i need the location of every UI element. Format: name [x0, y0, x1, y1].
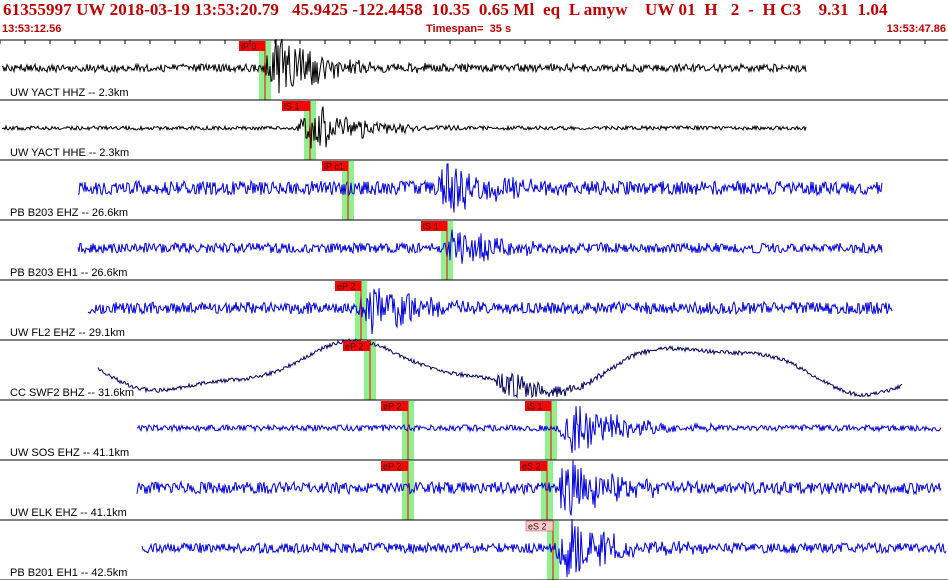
waveform-trace [141, 518, 947, 578]
pick-flag[interactable] [381, 461, 408, 471]
pick-flag[interactable] [343, 341, 370, 351]
station-label: UW YACT HHE -- 2.3km [10, 147, 129, 159]
pick-label: eP 2 [337, 282, 355, 292]
station-panel[interactable]: iP 0 UW YACT HHZ -- 2.3km [0, 38, 948, 101]
station-label: UW SOS EHZ -- 41.1km [10, 447, 129, 459]
pick-flag[interactable] [381, 401, 408, 411]
station-panel[interactable]: iS 1 UW YACT HHE -- 2.3km [0, 101, 948, 161]
waveform-panels: iP 0 UW YACT HHZ -- 2.3km iS 1 UW YACT HHE … [0, 38, 948, 580]
pick-label: eP 2 [345, 342, 363, 352]
pick-flag[interactable] [520, 461, 547, 471]
pick-label: iS 1 [284, 102, 300, 112]
waveform-trace [97, 338, 903, 399]
station-panel[interactable]: iP c1 PB B203 EHZ -- 26.6km [0, 161, 948, 221]
end-time-label: 13:53:47.86 [886, 23, 946, 35]
station-panel[interactable]: eS 2 PB B201 EH1 -- 42.5km [0, 518, 948, 580]
pick-label: eP 2 [383, 402, 401, 412]
pick-label: iP 0 [241, 42, 256, 52]
event-summary-title: 61355997 UW 2018-03-19 13:53:20.79 45.94… [3, 0, 888, 19]
station-label: CC SWF2 BHZ -- 31.6km [10, 387, 134, 399]
pick-flag[interactable] [322, 161, 348, 171]
pick-flag[interactable] [525, 520, 554, 532]
pick-label: eS 2 [528, 522, 547, 532]
pick-label: iS 1 [423, 222, 439, 232]
waveform-trace [87, 288, 893, 335]
waveform-trace [136, 406, 942, 453]
station-label: UW ELK EHZ -- 41.1km [10, 507, 127, 519]
station-panel[interactable]: eP 2 iS 1 UW SOS EHZ -- 41.1km [0, 401, 948, 461]
pick-label: iP c1 [324, 162, 344, 172]
pick-flag[interactable] [239, 41, 265, 51]
station-panel[interactable]: eP 2 UW FL2 EHZ -- 29.1km [0, 281, 948, 341]
waveform-trace [1, 106, 807, 149]
waveform-trace [77, 229, 883, 264]
waveform-trace [77, 163, 883, 213]
station-panel[interactable]: eP 2 CC SWF2 BHZ -- 31.6km [0, 338, 948, 401]
pick-label: eP 2 [383, 462, 401, 472]
pick-flag[interactable] [282, 101, 310, 111]
station-panel[interactable]: eP 2 eS 2 UW ELK EHZ -- 41.1km [0, 460, 948, 521]
timespan-label: Timespan= 35 s [426, 23, 512, 35]
station-label: PB B201 EH1 -- 42.5km [10, 567, 127, 579]
pick-flag[interactable] [525, 401, 551, 411]
pick-label: iS 1 [527, 402, 543, 412]
station-panel[interactable]: iS 1 PB B203 EH1 -- 26.6km [0, 221, 948, 281]
station-label: PB B203 EHZ -- 26.6km [10, 207, 128, 219]
start-time-label: 13:53:12.56 [2, 23, 62, 35]
pick-label: eS 2 [522, 462, 541, 472]
station-label: UW YACT HHZ -- 2.3km [10, 87, 129, 99]
waveform-trace [1, 38, 807, 94]
station-label: PB B203 EH1 -- 26.6km [10, 267, 127, 279]
pick-flag[interactable] [421, 221, 447, 231]
waveform-trace [136, 460, 942, 516]
event-header: 61355997 UW 2018-03-19 13:53:20.79 45.94… [0, 0, 948, 40]
pick-flag[interactable] [335, 281, 361, 291]
station-label: UW FL2 EHZ -- 29.1km [10, 327, 125, 339]
